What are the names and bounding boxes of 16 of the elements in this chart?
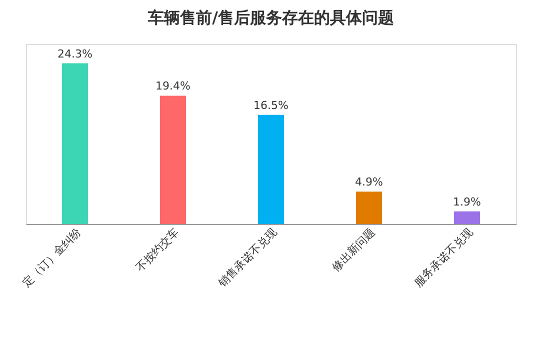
bar (454, 211, 480, 224)
bar (356, 192, 382, 224)
x-tick-label: 修出新问题 (329, 226, 378, 274)
data-label: 16.5% (254, 98, 288, 112)
bar (258, 114, 284, 224)
bar (62, 63, 88, 224)
data-label: 24.3% (58, 47, 92, 60)
x-tick-label: 服务承诺不兑现 (412, 226, 476, 290)
data-label: 19.4% (156, 80, 190, 93)
data-label: 1.9% (453, 195, 481, 208)
x-tick-label: 销售承诺不兑现 (215, 226, 280, 290)
data-label: 4.9% (355, 176, 383, 189)
x-tick-label: 定（订）金纠纷 (20, 226, 84, 290)
bar (160, 96, 186, 224)
chart-title: 车辆售前/售后服务存在的具体问题 (147, 8, 394, 27)
x-tick-label: 不按约交车 (133, 226, 182, 274)
